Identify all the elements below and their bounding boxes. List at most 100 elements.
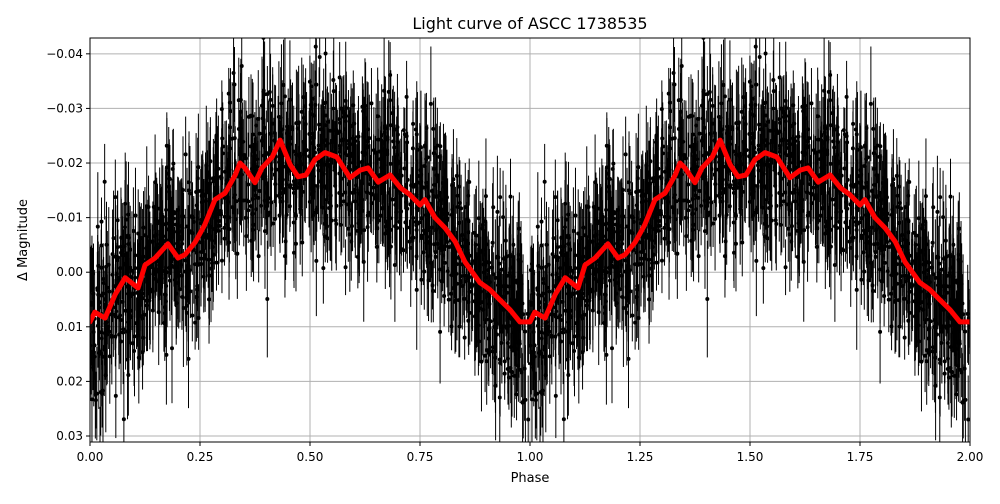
data-point bbox=[360, 105, 364, 109]
data-point bbox=[800, 182, 804, 186]
data-point bbox=[314, 83, 318, 87]
data-point bbox=[942, 257, 946, 261]
data-point bbox=[734, 242, 738, 246]
data-point bbox=[220, 259, 224, 263]
data-point bbox=[931, 241, 935, 245]
data-point bbox=[684, 156, 688, 160]
data-point bbox=[99, 220, 103, 224]
data-point bbox=[637, 316, 641, 320]
data-point bbox=[823, 126, 827, 130]
data-point bbox=[491, 205, 495, 209]
data-point bbox=[303, 165, 307, 169]
data-point bbox=[939, 268, 943, 272]
data-point bbox=[616, 231, 620, 235]
data-point bbox=[185, 311, 189, 315]
data-point bbox=[181, 306, 185, 310]
data-point bbox=[581, 296, 585, 300]
data-point bbox=[484, 194, 488, 198]
data-point bbox=[119, 266, 123, 270]
data-point bbox=[702, 89, 706, 93]
data-point bbox=[839, 247, 843, 251]
data-point bbox=[630, 314, 634, 318]
data-point bbox=[831, 139, 835, 143]
data-point bbox=[843, 220, 847, 224]
data-point bbox=[300, 241, 304, 245]
data-point bbox=[337, 117, 341, 121]
data-point bbox=[434, 195, 438, 199]
data-point bbox=[332, 89, 336, 93]
data-point bbox=[526, 418, 530, 422]
data-point bbox=[539, 220, 543, 224]
data-point bbox=[651, 253, 655, 257]
data-point bbox=[516, 253, 520, 257]
data-point bbox=[114, 394, 118, 398]
data-point bbox=[337, 191, 341, 195]
data-point bbox=[415, 132, 419, 136]
data-point bbox=[633, 262, 637, 266]
data-point bbox=[314, 45, 318, 49]
data-point bbox=[393, 263, 397, 267]
data-point bbox=[321, 266, 325, 270]
data-point bbox=[784, 119, 788, 123]
data-point bbox=[119, 339, 123, 343]
data-point bbox=[479, 360, 483, 364]
data-point bbox=[698, 132, 702, 136]
data-point bbox=[304, 122, 308, 126]
data-point bbox=[442, 294, 446, 298]
data-point bbox=[948, 271, 952, 275]
data-point bbox=[949, 195, 953, 199]
data-point bbox=[895, 174, 899, 178]
data-point bbox=[831, 111, 835, 115]
data-point bbox=[711, 221, 715, 225]
data-point bbox=[429, 102, 433, 106]
data-point bbox=[268, 196, 272, 200]
data-point bbox=[141, 296, 145, 300]
data-point bbox=[764, 51, 768, 55]
data-point bbox=[939, 341, 943, 345]
data-point bbox=[254, 124, 258, 128]
data-point bbox=[536, 225, 540, 229]
data-point bbox=[94, 398, 98, 402]
data-point bbox=[774, 218, 778, 222]
data-point bbox=[499, 268, 503, 272]
data-point bbox=[418, 220, 422, 224]
data-point bbox=[559, 339, 563, 343]
data-point bbox=[126, 373, 130, 377]
data-point bbox=[659, 209, 663, 213]
data-point bbox=[391, 111, 395, 115]
data-point bbox=[502, 257, 506, 261]
data-point bbox=[113, 195, 117, 199]
data-point bbox=[865, 235, 869, 239]
data-point bbox=[498, 395, 502, 399]
data-point bbox=[324, 138, 328, 142]
data-point bbox=[126, 235, 130, 239]
data-point bbox=[613, 278, 617, 282]
data-point bbox=[512, 330, 516, 334]
data-point bbox=[406, 178, 410, 182]
data-point bbox=[593, 270, 597, 274]
data-point bbox=[843, 132, 847, 136]
data-point bbox=[380, 156, 384, 160]
data-point bbox=[127, 242, 131, 246]
data-point bbox=[874, 255, 878, 259]
data-point bbox=[265, 92, 269, 96]
data-point bbox=[136, 232, 140, 236]
data-point bbox=[318, 55, 322, 59]
data-point bbox=[859, 145, 863, 149]
data-point bbox=[123, 263, 127, 267]
data-point bbox=[244, 156, 248, 160]
data-point bbox=[899, 280, 903, 284]
data-point bbox=[898, 201, 902, 205]
data-point bbox=[556, 218, 560, 222]
data-point bbox=[635, 203, 639, 207]
data-point bbox=[717, 115, 721, 119]
data-point bbox=[705, 297, 709, 301]
data-point bbox=[654, 261, 658, 265]
data-point bbox=[754, 45, 758, 49]
data-point bbox=[693, 193, 697, 197]
data-point bbox=[938, 195, 942, 199]
data-point bbox=[723, 187, 727, 191]
data-point bbox=[352, 142, 356, 146]
data-point bbox=[941, 215, 945, 219]
data-point bbox=[369, 101, 373, 105]
